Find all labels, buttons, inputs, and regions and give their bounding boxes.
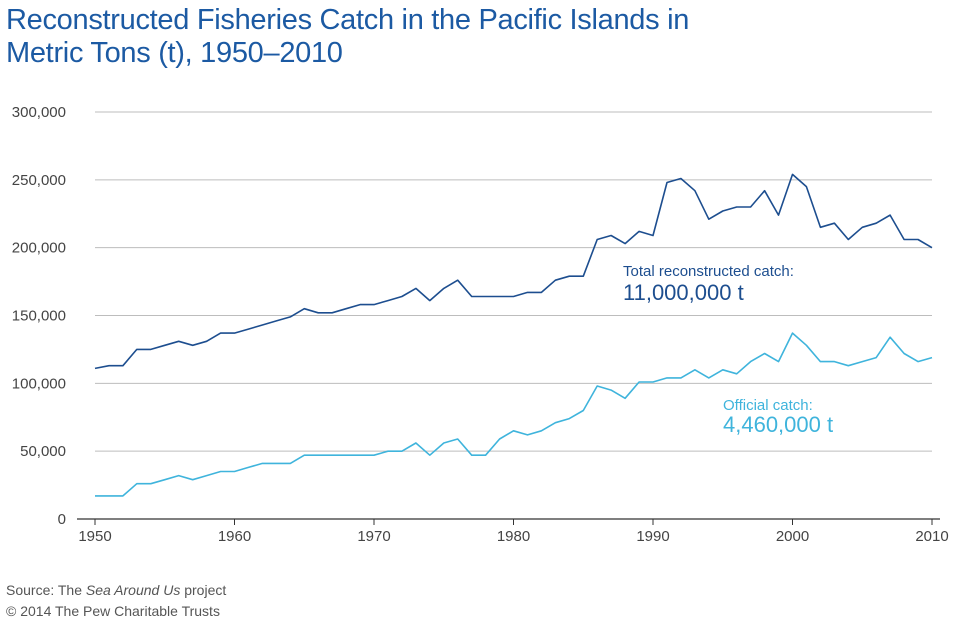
- x-tick-label: 1960: [218, 528, 251, 545]
- x-tick-label: 2010: [915, 528, 948, 545]
- x-axis: 1950 1960 1970 1980 1990 2000 2010: [77, 518, 949, 545]
- series-lines: [94, 173, 933, 497]
- source-suffix: project: [180, 582, 227, 598]
- y-tick-label: 250,000: [12, 172, 66, 189]
- source-italic: Sea Around Us: [85, 582, 181, 598]
- source-prefix: Source: The: [6, 582, 86, 598]
- gridlines: [95, 111, 932, 452]
- official-annotation-value: 4,460,000 t: [723, 412, 833, 437]
- total-annotation-label: Total reconstructed catch:: [623, 263, 794, 280]
- chart-title-line-1: Reconstructed Fisheries Catch in the Pac…: [6, 4, 690, 36]
- source-note: Source: The Sea Around Us project: [6, 580, 226, 601]
- annotations: Total reconstructed catch: 11,000,000 t …: [623, 263, 833, 437]
- y-tick-label: 0: [58, 511, 66, 528]
- x-tick-label: 1950: [78, 528, 111, 545]
- chart-title: Reconstructed Fisheries Catch in the Pac…: [6, 4, 906, 70]
- total-annotation-value: 11,000,000 t: [623, 280, 744, 305]
- official-annotation-label: Official catch:: [723, 397, 813, 414]
- x-tick-label: 1970: [357, 528, 390, 545]
- x-tick-label: 1980: [497, 528, 530, 545]
- y-axis-ticks: 0 50,000 100,000 150,000 200,000 250,000 300,0…: [12, 104, 66, 528]
- series-line-total: [94, 173, 933, 370]
- series-line-official: [95, 332, 933, 497]
- y-tick-label: 50,000: [20, 443, 66, 460]
- x-tick-label: 1990: [636, 528, 669, 545]
- chart-title-line-2: Metric Tons (t), 1950–2010: [6, 37, 343, 69]
- y-tick-label: 100,000: [12, 375, 66, 392]
- chart-footer: Source: The Sea Around Us project © 2014…: [6, 580, 226, 622]
- y-tick-label: 200,000: [12, 240, 66, 257]
- copyright-note: © 2014 The Pew Charitable Trusts: [6, 603, 220, 619]
- x-tick-label: 2000: [776, 528, 809, 545]
- y-tick-label: 300,000: [12, 104, 66, 121]
- y-tick-label: 150,000: [12, 308, 66, 325]
